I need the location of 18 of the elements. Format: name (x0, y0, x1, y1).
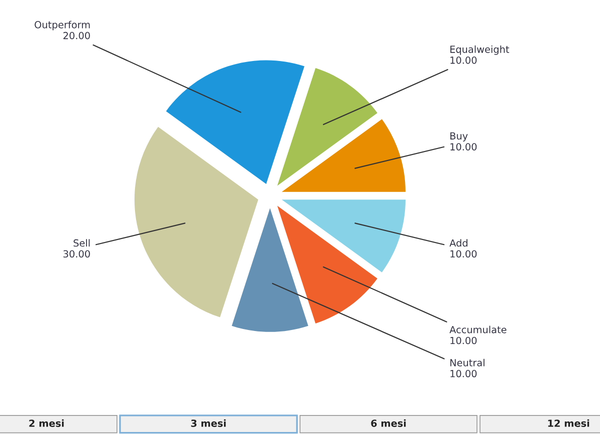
slice-label: Add (450, 239, 468, 247)
data-label: 10.00 (450, 336, 477, 344)
data-label: 10.00 (450, 56, 477, 64)
text: 2 mesi (29, 419, 64, 427)
data-label: 10.00 (450, 250, 477, 258)
text: 6 mesi (371, 419, 406, 427)
slice-label: Buy (450, 132, 468, 142)
slice-label: Outperform (34, 20, 90, 30)
slice-label: Sell (74, 239, 90, 247)
text: 12 mesi (548, 419, 590, 427)
slice-label: Neutral (450, 358, 484, 366)
data-label: 30.00 (63, 250, 90, 258)
data-label: 20.00 (63, 32, 90, 40)
slice-label: Accumulate (450, 326, 506, 334)
slice-label: Equalweight (450, 45, 510, 55)
data-label: 10.00 (450, 143, 477, 150)
text: 3 mesi (191, 419, 226, 427)
data-label: 10.00 (450, 370, 477, 378)
